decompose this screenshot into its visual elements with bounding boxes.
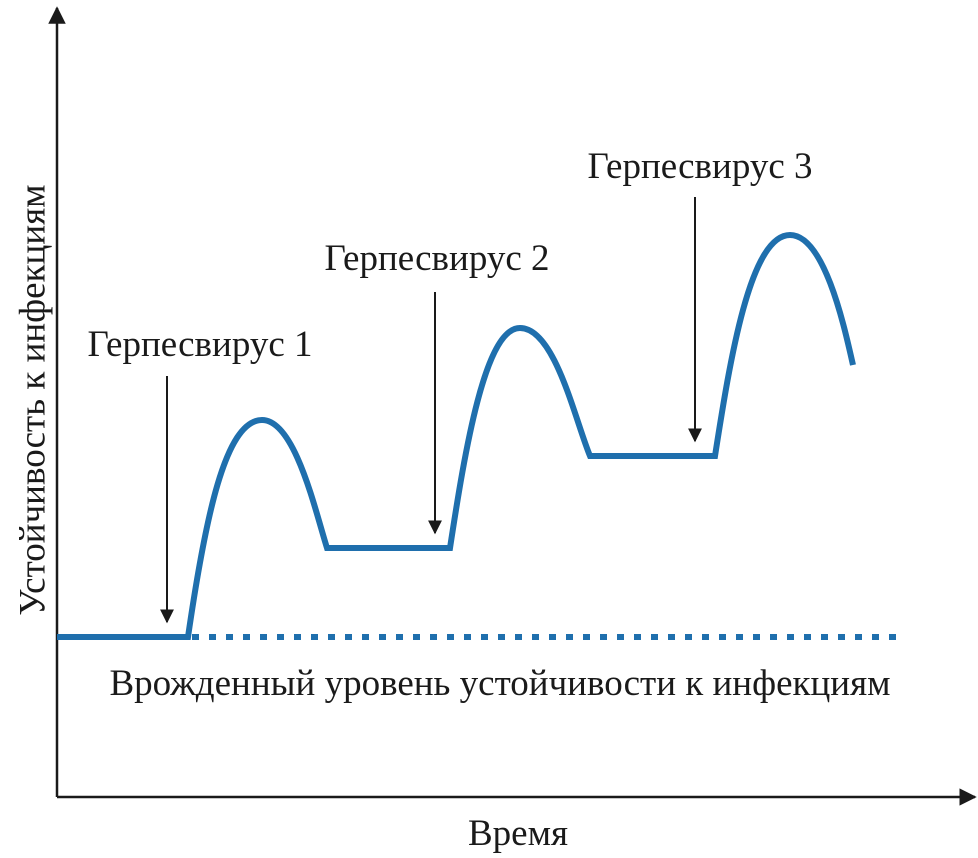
resistance-curve [57, 231, 856, 640]
y-axis-label: Устойчивость к инфекциям [12, 184, 53, 615]
annotation-label: Герпесвирус 1 [87, 324, 312, 365]
axes [48, 6, 977, 806]
annotation-label: Герпесвирус 3 [587, 146, 812, 187]
annotation-label: Герпесвирус 2 [324, 238, 549, 279]
baseline-label: Врожденный уровень устойчивости к инфекц… [109, 663, 890, 704]
x-axis-label: Время [468, 813, 568, 854]
